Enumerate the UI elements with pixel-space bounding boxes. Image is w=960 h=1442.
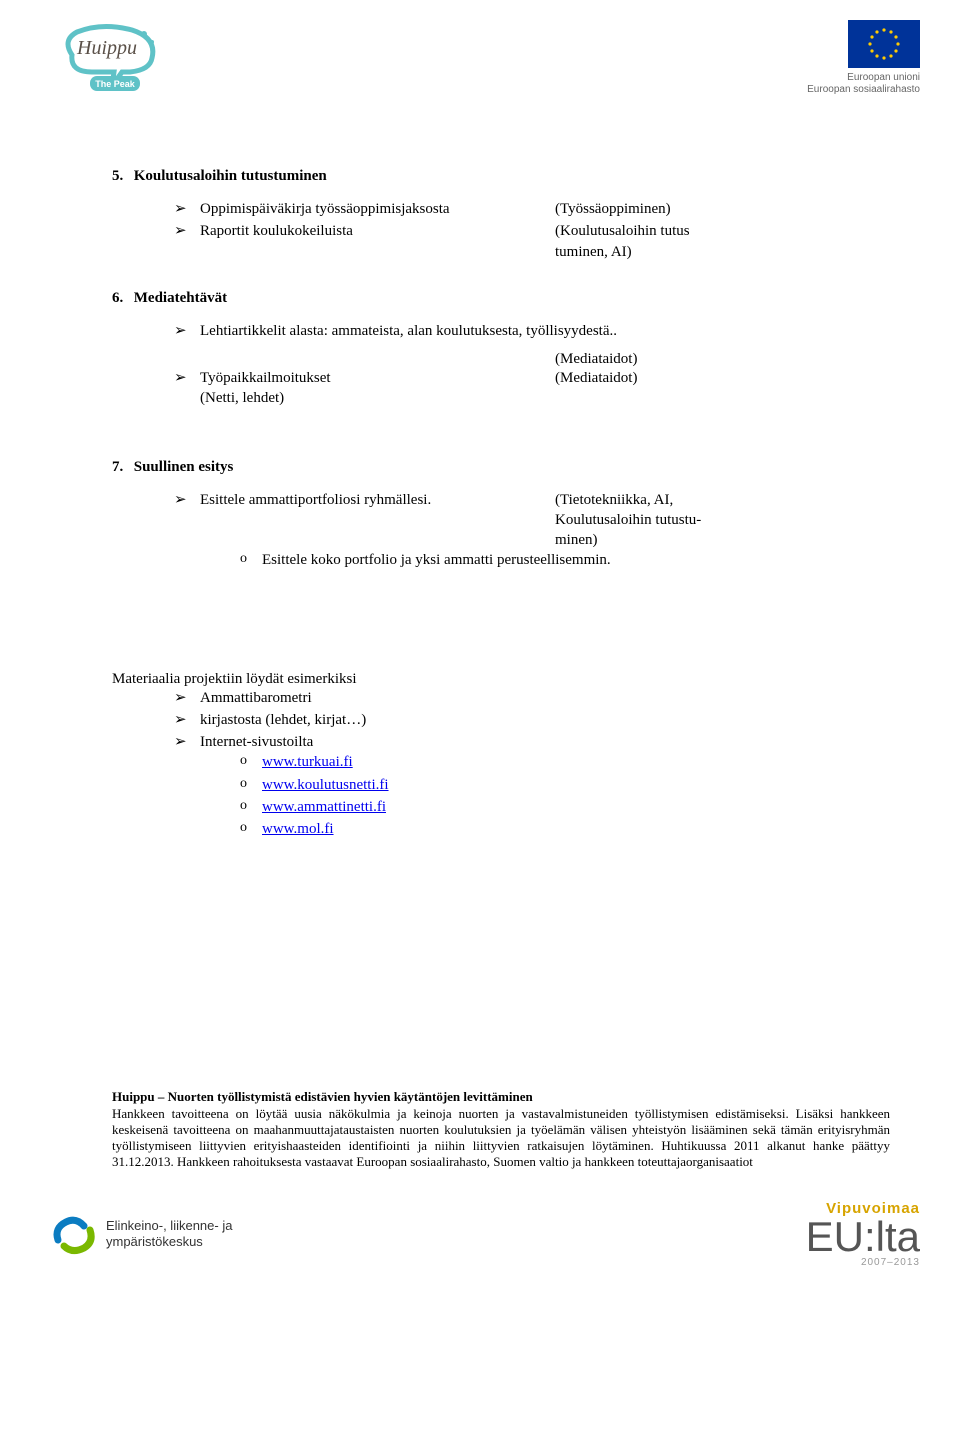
vipu-mid: EU:lta — [806, 1216, 920, 1258]
materials-intro: Materiaalia projektiin löydät esimerkiks… — [112, 671, 890, 688]
header-logos: Huippu The Peak — [52, 0, 920, 108]
footer-logos: Elinkeino-, liikenne- ja ympäristökeskus… — [52, 1201, 920, 1268]
section-5-text: Koulutusaloihin tutustuminen — [134, 168, 327, 184]
eu-caption: Euroopan unioni Euroopan sosiaalirahasto — [807, 72, 920, 96]
section-7-num: 7. — [112, 459, 130, 476]
footer-body: Hankkeen tavoitteena on löytää uusia näk… — [112, 1106, 890, 1170]
s6-note-right: (Mediataidot) — [555, 351, 890, 368]
eu-line1: Euroopan unioni — [807, 72, 920, 84]
section-6-num: 6. — [112, 290, 130, 307]
s6-line2-right: (Mediataidot) — [555, 368, 890, 388]
svg-text:Huippu: Huippu — [76, 37, 137, 59]
section-6-list-2: Työpaikkailmoitukset (Mediataidot) (Nett… — [174, 368, 890, 409]
svg-text:The Peak: The Peak — [95, 79, 136, 89]
materials-list: Ammattibarometri kirjastosta (lehdet, ki… — [174, 688, 890, 840]
s7-sublist: Esittele koko portfolio ja yksi ammatti … — [240, 550, 890, 570]
s5-item2-right: (Koulutusaloihin tutus — [555, 221, 890, 241]
s6-line2-left: Työpaikkailmoitukset — [200, 368, 555, 388]
section-7-list: Esittele ammattiportfoliosi ryhmällesi. … — [174, 490, 890, 571]
link-ammattinetti[interactable]: www.ammattinetti.fi — [262, 799, 386, 815]
section-7-text: Suullinen esitys — [134, 459, 234, 475]
s7-line1-right: (Tietotekniikka, AI, — [555, 490, 890, 510]
s7-line2-right: Koulutusaloihin tutustu- — [555, 510, 890, 530]
list-item: kirjastosta (lehdet, kirjat…) — [174, 710, 890, 730]
list-item: www.koulutusnetti.fi — [240, 775, 890, 795]
list-item: Internet-sivustoilta www.turkuai.fi www.… — [174, 732, 890, 839]
section-6-list: Lehtiartikkelit alasta: ammateista, alan… — [174, 321, 890, 341]
s5-item2-cont: tuminen, AI) — [555, 242, 890, 262]
footer-paragraph: Huippu – Nuorten työllistymistä edistävi… — [112, 1089, 890, 1170]
s6-line1: Lehtiartikkelit alasta: ammateista, alan… — [200, 323, 617, 339]
eu-line2: Euroopan sosiaalirahasto — [807, 84, 920, 96]
s5-item2-left: Raportit koulukokeiluista — [200, 221, 555, 241]
eu-flag-icon — [848, 20, 920, 68]
ely-caption: Elinkeino-, liikenne- ja ympäristökeskus — [106, 1218, 232, 1249]
s7-sub1: Esittele koko portfolio ja yksi ammatti … — [262, 552, 611, 568]
list-item: Lehtiartikkelit alasta: ammateista, alan… — [174, 321, 890, 341]
materials-links: www.turkuai.fi www.koulutusnetti.fi www.… — [240, 752, 890, 839]
section-6-text: Mediatehtävät — [134, 290, 227, 306]
list-item: Raportit koulukokeiluista (Koulutusaloih… — [174, 221, 890, 262]
section-6-title: 6. Mediatehtävät — [112, 290, 890, 307]
ely-line1: Elinkeino-, liikenne- ja — [106, 1218, 232, 1234]
huippu-logo: Huippu The Peak — [52, 20, 172, 100]
link-mol[interactable]: www.mol.fi — [262, 821, 334, 837]
vipuvoimaa-logo: Vipuvoimaa EU:lta 2007–2013 — [806, 1201, 920, 1268]
list-item: www.turkuai.fi — [240, 752, 890, 772]
s7-line3-right: minen) — [555, 530, 890, 550]
link-turkuai[interactable]: www.turkuai.fi — [262, 754, 353, 770]
link-koulutusnetti[interactable]: www.koulutusnetti.fi — [262, 777, 389, 793]
section-5-title: 5. Koulutusaloihin tutustuminen — [112, 168, 890, 185]
list-item: www.mol.fi — [240, 819, 890, 839]
s7-line1-left: Esittele ammattiportfoliosi ryhmällesi. — [200, 490, 555, 510]
list-item: Esittele ammattiportfoliosi ryhmällesi. … — [174, 490, 890, 571]
list-item: Ammattibarometri — [174, 688, 890, 708]
list-item: Esittele koko portfolio ja yksi ammatti … — [240, 550, 890, 570]
s5-item1-left: Oppimispäiväkirja työssäoppimisjaksosta — [200, 199, 555, 219]
eu-logo: Euroopan unioni Euroopan sosiaalirahasto — [807, 20, 920, 96]
list-item: Oppimispäiväkirja työssäoppimisjaksosta … — [174, 199, 890, 219]
s5-item1-right: (Työssäoppiminen) — [555, 199, 890, 219]
footer-bold: Huippu – Nuorten työllistymistä edistävi… — [112, 1089, 533, 1104]
list-item: Työpaikkailmoitukset (Mediataidot) (Nett… — [174, 368, 890, 409]
section-5-num: 5. — [112, 168, 130, 185]
ely-line2: ympäristökeskus — [106, 1234, 232, 1250]
s6-line3: (Netti, lehdet) — [200, 388, 890, 408]
ely-mark-icon — [52, 1212, 96, 1256]
list-item: www.ammattinetti.fi — [240, 797, 890, 817]
section-5-list: Oppimispäiväkirja työssäoppimisjaksosta … — [174, 199, 890, 262]
section-7-title: 7. Suullinen esitys — [112, 459, 890, 476]
ely-logo: Elinkeino-, liikenne- ja ympäristökeskus — [52, 1212, 232, 1256]
